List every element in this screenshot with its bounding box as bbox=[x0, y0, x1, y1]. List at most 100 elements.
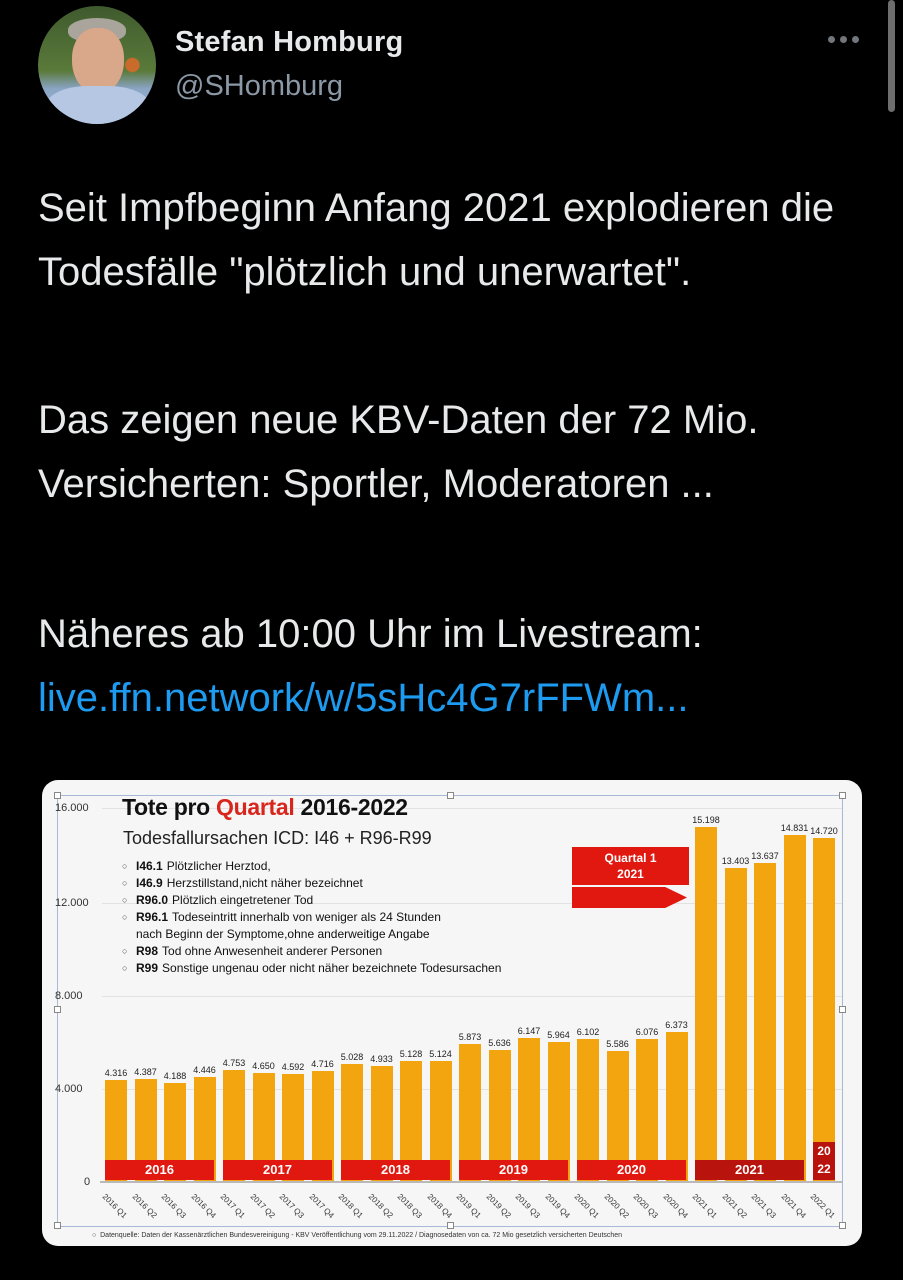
tweet-paragraph-1: Seit Impfbeginn Anfang 2021 explodieren … bbox=[38, 186, 835, 294]
bar bbox=[341, 1063, 363, 1181]
bar-value-label: 5.124 bbox=[429, 1049, 452, 1060]
resize-handle bbox=[447, 1222, 454, 1229]
year-band-2020: 2020 bbox=[577, 1160, 686, 1180]
bar bbox=[105, 1080, 127, 1181]
bar bbox=[370, 1065, 393, 1181]
bar bbox=[606, 1050, 629, 1181]
bar-value-label: 4.753 bbox=[222, 1058, 246, 1069]
quarter-callout: Quartal 1 2021 bbox=[572, 847, 689, 885]
bar bbox=[783, 835, 806, 1181]
icd-legend: ○ I46.1 Plötzlicher Herztod, ○ I46.9 Herzsti… bbox=[122, 858, 501, 977]
bar-value-label: 4.387 bbox=[134, 1066, 157, 1077]
year-band-2016: 2016 bbox=[105, 1160, 214, 1180]
resize-handle bbox=[54, 1222, 61, 1229]
arrow-right-icon bbox=[572, 887, 687, 908]
bar-value-label: 4.933 bbox=[370, 1053, 393, 1064]
bar bbox=[724, 868, 747, 1181]
bar bbox=[547, 1041, 570, 1181]
y-tick: 8.000 bbox=[55, 990, 83, 1002]
x-axis-line bbox=[100, 1181, 842, 1183]
tweet-paragraph-3: Näheres ab 10:00 Uhr im Livestream: live… bbox=[38, 602, 868, 730]
livestream-link[interactable]: live.ffn.network/w/5sHc4G7rFFWm... bbox=[38, 676, 689, 720]
bar bbox=[459, 1044, 481, 1181]
bar-value-label: 4.650 bbox=[252, 1060, 275, 1071]
y-tick: 16.000 bbox=[55, 802, 89, 814]
data-source-note: ○ Datenquelle: Daten der Kassenärztliche… bbox=[92, 1232, 623, 1239]
bar bbox=[754, 862, 776, 1181]
bar-value-label: 5.636 bbox=[488, 1037, 511, 1048]
legend-item: ○ R98 Tod ohne Anwesenheit anderer Persone… bbox=[122, 944, 383, 958]
bar-value-label: 13.637 bbox=[751, 850, 779, 861]
legend-item: ○ R99 Sonstige ungenau oder nicht näher be… bbox=[122, 961, 502, 975]
bar bbox=[518, 1037, 540, 1181]
year-band-2017: 2017 bbox=[223, 1160, 332, 1180]
resize-handle bbox=[54, 792, 61, 799]
bar-value-label: 6.147 bbox=[517, 1025, 541, 1036]
bar-value-label: 4.188 bbox=[163, 1071, 187, 1082]
gridline bbox=[102, 903, 842, 904]
bar bbox=[400, 1061, 422, 1181]
year-band-2022: 20 22 bbox=[813, 1142, 835, 1180]
bar-value-label: 13.403 bbox=[721, 856, 750, 867]
bar-value-label: 5.028 bbox=[340, 1051, 364, 1062]
bar bbox=[223, 1070, 245, 1181]
bar-value-label: 5.128 bbox=[399, 1049, 423, 1060]
bar bbox=[665, 1032, 688, 1181]
bar-value-label: 5.873 bbox=[458, 1032, 482, 1042]
avatar-face bbox=[72, 28, 124, 94]
bar-value-label: 14.831 bbox=[780, 823, 809, 834]
gridline bbox=[102, 808, 842, 809]
ellipsis-icon[interactable] bbox=[828, 36, 859, 43]
bar-value-label: 14.720 bbox=[810, 825, 838, 836]
y-tick: 4.000 bbox=[55, 1083, 83, 1095]
bar-value-label: 6.373 bbox=[665, 1020, 688, 1031]
resize-handle bbox=[839, 792, 846, 799]
chart-subtitle: Todesfallursachen ICD: I46 + R96-R99 bbox=[123, 828, 432, 848]
tweet-image-chart[interactable]: 16.000 12.000 8.000 4.000 0 Tote pro Qua… bbox=[42, 780, 862, 1246]
bar-value-label: 5.586 bbox=[606, 1038, 629, 1049]
legend-item: nach Beginn der Symptome,ohne anderweiti… bbox=[136, 927, 430, 941]
author-handle[interactable]: @SHomburg bbox=[175, 70, 344, 102]
legend-item: ○ R96.1 Todeseintritt innerhalb von wenige… bbox=[122, 910, 441, 924]
year-band-2021: 2021 bbox=[695, 1160, 804, 1180]
avatar-shirt bbox=[46, 86, 150, 124]
tweet-paragraph-2: Das zeigen neue KBV-Daten der 72 Mio. Ve… bbox=[38, 398, 759, 506]
tweet-paragraph-3-text: Näheres ab 10:00 Uhr im Livestream: bbox=[38, 612, 703, 656]
bar bbox=[134, 1078, 157, 1181]
bar bbox=[282, 1073, 304, 1181]
author-name[interactable]: Stefan Homburg bbox=[175, 26, 404, 58]
legend-item: ○ I46.9 Herzstillstand,nicht näher bezeich… bbox=[122, 876, 363, 890]
bar-value-label: 4.716 bbox=[311, 1058, 334, 1069]
avatar[interactable] bbox=[38, 6, 156, 124]
bar-value-label: 15.198 bbox=[692, 814, 720, 825]
bar bbox=[164, 1083, 186, 1181]
resize-handle bbox=[839, 1006, 846, 1013]
y-tick: 12.000 bbox=[55, 897, 89, 909]
bar-value-label: 6.102 bbox=[576, 1026, 600, 1037]
bar-value-label: 4.446 bbox=[193, 1065, 216, 1076]
bar bbox=[488, 1049, 511, 1181]
year-band-2019: 2019 bbox=[459, 1160, 568, 1180]
y-tick: 0 bbox=[84, 1176, 91, 1188]
scrollbar[interactable] bbox=[888, 0, 895, 112]
resize-handle bbox=[447, 792, 454, 799]
bar bbox=[193, 1077, 216, 1181]
resize-handle bbox=[839, 1222, 846, 1229]
bar-value-label: 5.964 bbox=[547, 1029, 570, 1040]
gridline bbox=[102, 996, 842, 997]
bar bbox=[813, 837, 835, 1181]
bar bbox=[252, 1072, 275, 1181]
legend-item: ○ R96.0 Plötzlich eingetretener Tod bbox=[122, 893, 314, 907]
bar bbox=[311, 1070, 334, 1181]
resize-handle bbox=[54, 1006, 61, 1013]
bar bbox=[577, 1038, 599, 1181]
bar-value-label: 4.592 bbox=[281, 1061, 305, 1072]
chart-title: Tote pro Quartal 2016-2022 bbox=[122, 794, 408, 820]
year-band-2018: 2018 bbox=[341, 1160, 450, 1180]
bar bbox=[636, 1039, 658, 1181]
legend-item: ○ I46.1 Plötzlicher Herztod, bbox=[122, 859, 271, 873]
bar-value-label: 6.076 bbox=[635, 1027, 659, 1038]
bar bbox=[429, 1061, 452, 1181]
bar-value-label: 4.316 bbox=[104, 1068, 128, 1079]
bar bbox=[695, 826, 717, 1181]
